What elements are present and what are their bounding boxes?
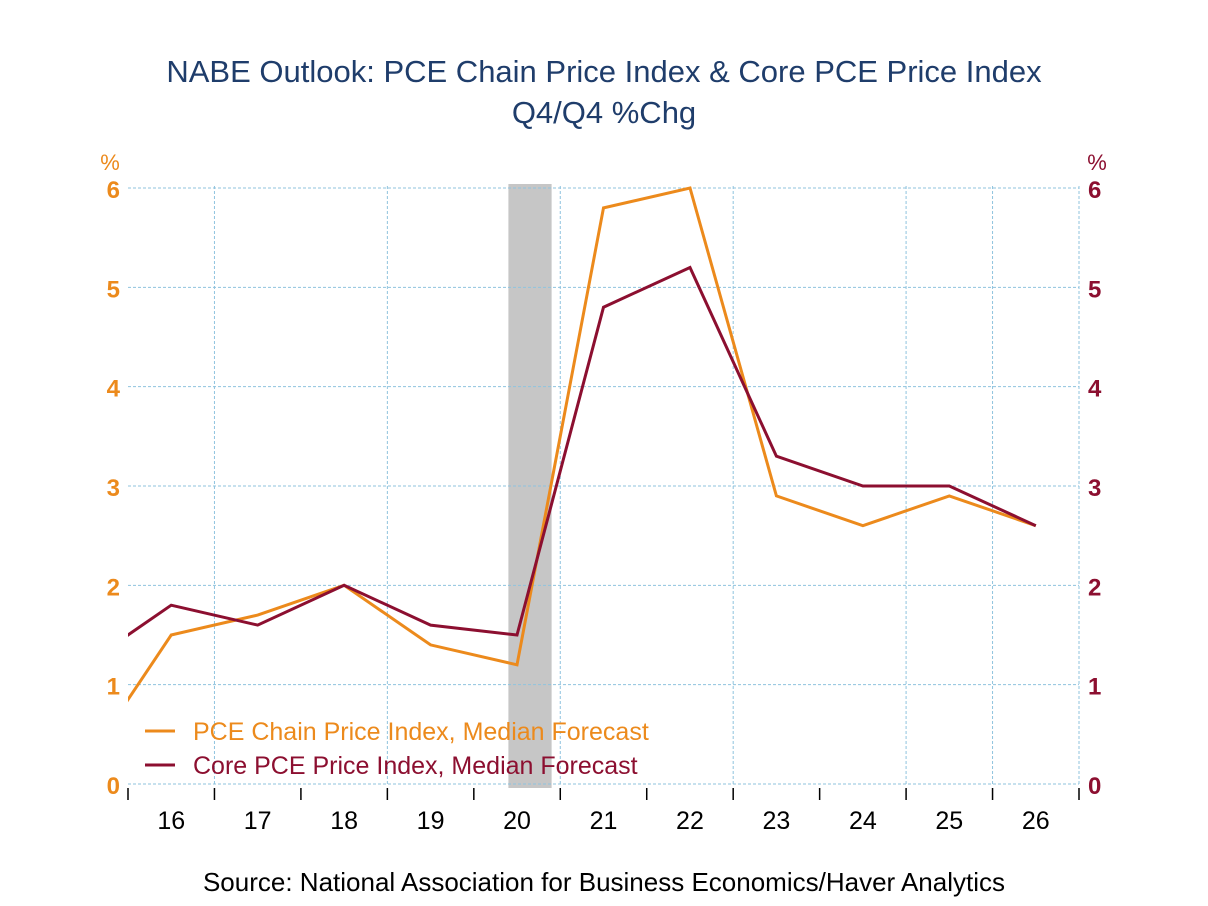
y-tick-label-right: 6: [1088, 177, 1101, 204]
y-tick-label-right: 3: [1088, 475, 1101, 502]
x-tick-label: 26: [1022, 807, 1050, 835]
legend-label: Core PCE Price Index, Median Forecast: [193, 752, 638, 780]
x-tick-label: 25: [935, 807, 963, 835]
x-tick-label: 16: [157, 807, 185, 835]
y-tick-label-left: 6: [107, 177, 120, 204]
y-tick-label-left: 5: [107, 276, 120, 303]
x-tick-label: 24: [849, 807, 877, 835]
y-tick-label-right: 0: [1088, 773, 1101, 800]
y-tick-label-right: 4: [1088, 376, 1102, 403]
y-tick-label-left: 1: [107, 674, 120, 701]
left-axis-unit: %: [100, 150, 120, 175]
series-line-pce: [128, 186, 1037, 703]
y-tick-label-left: 3: [107, 475, 120, 502]
x-tick-label: 17: [244, 807, 272, 835]
y-tick-label-left: 2: [107, 574, 120, 601]
y-tick-label-right: 2: [1088, 574, 1101, 601]
x-tick-label: 23: [763, 807, 791, 835]
y-tick-label-right: 5: [1088, 276, 1101, 303]
y-tick-label-left: 0: [107, 773, 120, 800]
right-axis-unit: %: [1087, 150, 1107, 175]
x-tick-label: 22: [676, 807, 704, 835]
x-tick-label: 19: [417, 807, 445, 835]
y-tick-label-right: 1: [1088, 674, 1101, 701]
series-line-core-pce: [128, 265, 1037, 637]
x-tick-label: 18: [330, 807, 358, 835]
y-tick-label-left: 4: [107, 376, 121, 403]
x-tick-label: 21: [590, 807, 618, 835]
chart-title: NABE Outlook: PCE Chain Price Index & Co…: [166, 54, 1042, 89]
legend-label: PCE Chain Price Index, Median Forecast: [193, 718, 649, 746]
source-note: Source: National Association for Busines…: [202, 867, 1006, 897]
x-tick-label: 20: [503, 807, 531, 835]
chart-subtitle: Q4/Q4 %Chg: [511, 95, 697, 130]
